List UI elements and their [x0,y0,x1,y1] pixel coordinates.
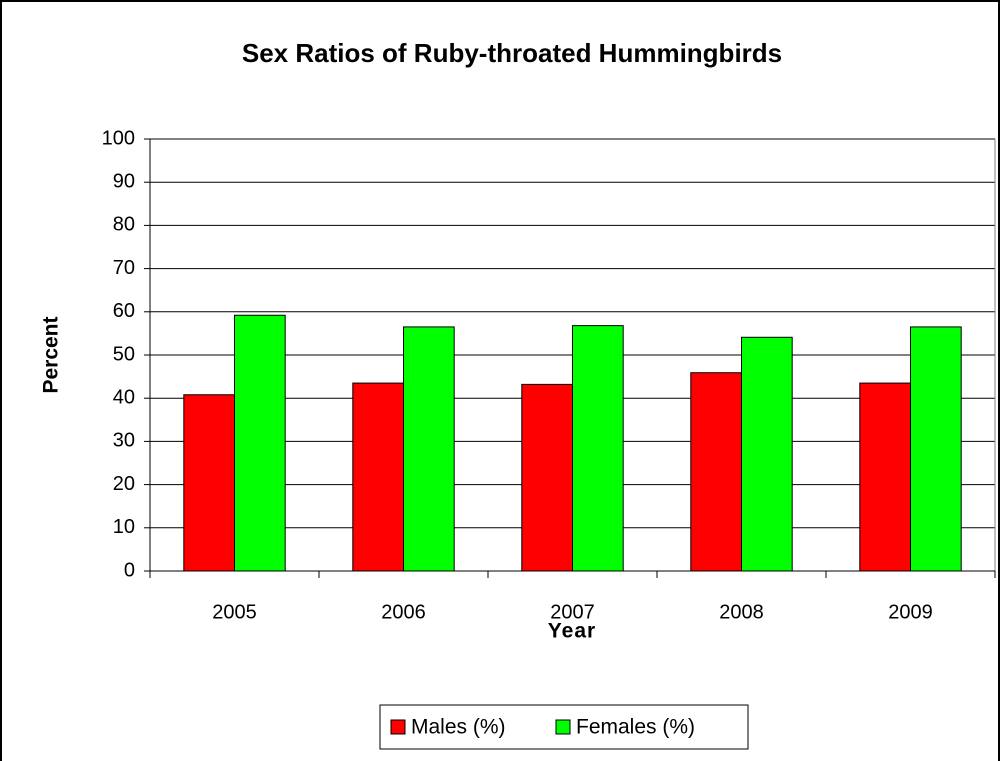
bar [352,382,404,572]
bar [403,326,455,572]
bar [741,336,793,572]
y-tick-label: 20 [113,473,135,495]
y-tick-label: 0 [124,559,135,581]
legend-swatch [390,719,406,735]
bar [910,326,962,572]
y-tick-label: 70 [113,257,135,279]
y-tick-label: 80 [113,214,135,236]
legend-swatch [555,719,571,735]
y-tick-label: 30 [113,430,135,452]
y-tick-label: 10 [113,516,135,538]
y-tick-label: 50 [113,343,135,365]
legend-label: Females (%) [576,716,695,739]
x-tick-label: 2006 [381,601,426,623]
x-tick-label: 2008 [719,601,764,623]
y-tick-label: 100 [102,127,135,149]
x-axis-label: Year [548,620,596,643]
chart-title: Sex Ratios of Ruby-throated Hummingbirds [242,38,782,68]
y-tick-label: 90 [113,170,135,192]
legend-label: Males (%) [411,716,506,739]
bar [572,325,624,572]
bar [859,382,911,572]
y-tick-label: 60 [113,300,135,322]
bar [183,394,236,572]
x-tick-label: 2005 [212,601,257,623]
x-tick-label: 2007 [550,601,595,623]
bar [690,372,742,572]
y-axis-label: Percent [40,316,63,393]
x-tick-label: 2009 [888,601,933,623]
y-tick-label: 40 [113,386,135,408]
bar [234,314,286,572]
bar [521,383,573,572]
